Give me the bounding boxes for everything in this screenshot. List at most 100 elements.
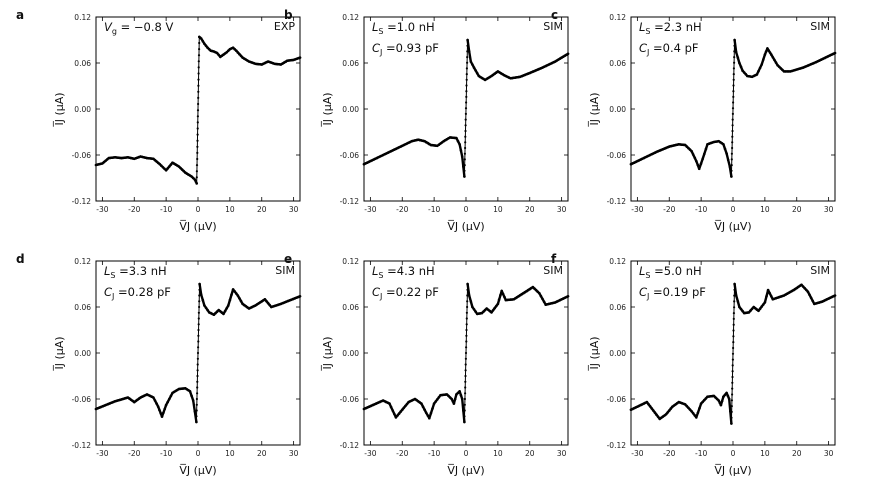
data-point [719,402,722,405]
data-point [646,401,649,404]
data-point [466,50,468,52]
data-point [464,141,466,143]
y-tick-label: -0.06 [607,151,627,160]
data-point [567,295,570,298]
x-tick-label: 20 [525,205,535,214]
data-point [731,388,733,390]
panel-b: -30 -20 -10 0 10 20 30-0.12-0.060.000.060.12V̅… [284,8,569,233]
data-point [732,364,734,366]
x-axis-label: V̅J (μV) [179,220,216,233]
y-tick-label: 0.00 [342,349,359,358]
data-point [458,143,461,146]
data-point [467,283,469,285]
data-point [434,400,437,403]
data-point [205,307,208,310]
data-point [734,39,736,41]
data-point [757,310,760,313]
x-tick-label: 10 [760,205,770,214]
data-point [732,107,734,109]
data-point [465,90,467,92]
data-point [299,56,302,59]
data-point [465,340,467,342]
data-point [834,294,837,297]
data-point [196,375,198,377]
data-point [729,165,732,168]
data-point [230,293,233,296]
x-tick-label: -10 [160,205,172,214]
y-tick-label: -0.12 [72,197,92,206]
data-point [731,376,733,378]
panel-c: -30 -20 -10 0 10 20 30-0.12-0.060.000.060.12V̅… [551,8,836,233]
data-point [733,318,735,320]
annotation-value: =5.0 nH [651,264,702,278]
data-point [197,369,199,371]
data-point [465,335,467,337]
data-point [733,56,735,58]
data-point [422,405,425,408]
data-point [703,153,706,156]
data-point [772,56,775,59]
data-point [732,329,734,331]
parameter-annotation: LS =1.0 nH [372,20,435,36]
data-point [474,69,477,72]
x-axis-label: V̅J (μV) [447,464,484,477]
x-axis-label: V̅J (μV) [179,464,216,477]
data-point [463,415,465,417]
y-tick-label: 0.06 [74,303,91,312]
data-point [731,141,733,143]
data-point [466,45,468,47]
y-tick-label: 0.00 [609,105,626,114]
data-point [730,175,732,177]
x-tick-label: -20 [396,205,408,214]
data-point [453,402,456,405]
data-point [222,313,225,316]
data-point [493,307,496,310]
panel-letter: a [16,8,24,22]
data-point [695,416,698,419]
data-point [567,53,570,56]
data-point [162,412,165,415]
data-point [731,399,733,401]
x-tick-label: 0 [196,449,201,458]
data-point [233,290,236,293]
data-point [721,400,724,403]
data-point [500,290,503,293]
data-point [433,402,436,405]
data-point [471,63,474,66]
annotation-value: =1.0 nH [384,20,435,34]
data-point [733,306,735,308]
data-point [476,72,479,75]
annotation-value: =0.28 pF [114,285,170,299]
data-point [393,413,396,416]
data-point [198,317,200,319]
panel-d: -30 -20 -10 0 10 20 30-0.12-0.060.000.060.12V̅… [16,252,301,477]
data-point [196,164,198,166]
data-point [725,392,728,395]
data-point [197,85,199,87]
data-point [701,158,704,161]
data-point [197,358,199,360]
data-point [770,53,773,56]
data-point [427,414,430,417]
data-point [543,301,546,304]
data-point [467,39,469,41]
data-point [388,402,391,405]
data-source-tag: SIM [810,20,830,33]
panel-e: -30 -20 -10 0 10 20 30-0.12-0.060.000.060.12V̅… [284,252,569,477]
data-point [464,153,466,155]
data-point [198,36,200,38]
y-tick-label: 0.12 [342,13,359,22]
data-point [158,409,161,412]
data-point [731,136,733,138]
y-tick-label: -0.06 [340,151,360,160]
data-point [698,168,701,171]
data-point [197,97,199,99]
x-tick-label: 10 [225,449,235,458]
data-point [198,54,200,56]
data-point [732,96,734,98]
data-point [502,293,505,296]
data-point [425,412,428,415]
data-point [466,317,468,319]
annotation-symbol: C [639,41,647,55]
data-point [695,160,698,163]
